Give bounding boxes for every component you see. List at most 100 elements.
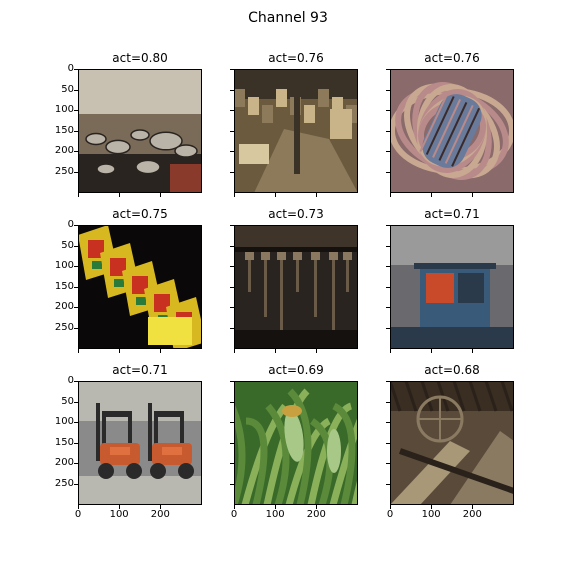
x-tick bbox=[316, 505, 318, 509]
y-tick bbox=[74, 483, 78, 485]
panel-title: act=0.80 bbox=[112, 51, 168, 65]
y-tick bbox=[74, 171, 78, 173]
panel-title: act=0.76 bbox=[424, 51, 480, 65]
x-tick-label: 100 bbox=[109, 509, 129, 520]
x-tick-label: 200 bbox=[462, 509, 482, 520]
y-tick bbox=[386, 381, 390, 382]
panel-image-graphic bbox=[78, 69, 202, 193]
y-tick bbox=[74, 266, 78, 268]
panel-image bbox=[390, 69, 514, 193]
activation-panel: act=0.71 bbox=[386, 207, 514, 353]
x-tick-label: 0 bbox=[386, 509, 394, 520]
x-tick-label: 200 bbox=[306, 509, 326, 520]
panel-image bbox=[390, 381, 514, 505]
panel-title: act=0.69 bbox=[268, 363, 324, 377]
panel-title: act=0.71 bbox=[112, 363, 168, 377]
y-tick bbox=[386, 307, 390, 309]
y-tick-label: 100 bbox=[54, 416, 74, 428]
x-tick-label: 0 bbox=[230, 509, 238, 520]
y-tick bbox=[74, 422, 78, 424]
y-tick-label: 200 bbox=[54, 145, 74, 157]
y-tick bbox=[230, 422, 234, 424]
panel-image-graphic bbox=[78, 381, 202, 505]
y-tick bbox=[386, 422, 390, 424]
panel-image-graphic bbox=[78, 225, 202, 349]
y-tick bbox=[230, 327, 234, 329]
y-tick bbox=[386, 286, 390, 288]
x-tick-label: 200 bbox=[150, 509, 170, 520]
x-tick bbox=[431, 193, 433, 197]
panel-image-graphic bbox=[390, 69, 514, 193]
x-tick bbox=[431, 505, 433, 509]
x-tick bbox=[275, 349, 277, 353]
y-tick bbox=[230, 401, 234, 403]
y-tick-label: 50 bbox=[61, 239, 74, 251]
y-tick-label: 150 bbox=[54, 280, 74, 292]
x-tick bbox=[431, 349, 433, 353]
y-tick bbox=[230, 266, 234, 268]
y-tick bbox=[74, 69, 78, 70]
y-tick-label: 150 bbox=[54, 436, 74, 448]
y-tick bbox=[230, 89, 234, 91]
y-tick bbox=[230, 463, 234, 465]
activation-panel: act=0.73 bbox=[230, 207, 358, 353]
y-tick-label: 50 bbox=[61, 83, 74, 95]
panel-image-graphic bbox=[234, 225, 358, 349]
y-tick-label: 200 bbox=[54, 301, 74, 313]
y-tick-label: 250 bbox=[54, 477, 74, 489]
y-tick-label: 100 bbox=[54, 104, 74, 116]
x-tick bbox=[472, 505, 474, 509]
x-tick bbox=[316, 193, 318, 197]
y-tick bbox=[74, 245, 78, 247]
x-tick bbox=[390, 349, 391, 353]
y-tick bbox=[386, 225, 390, 226]
panel-image bbox=[234, 225, 358, 349]
panel-image-graphic bbox=[390, 381, 514, 505]
x-tick bbox=[78, 505, 79, 509]
y-tick bbox=[386, 463, 390, 465]
panel-image bbox=[78, 225, 202, 349]
y-tick bbox=[74, 130, 78, 132]
panel-image bbox=[78, 381, 202, 505]
x-tick-label: 100 bbox=[421, 509, 441, 520]
y-tick-label: 50 bbox=[61, 395, 74, 407]
y-tick bbox=[74, 442, 78, 444]
x-tick bbox=[234, 193, 235, 197]
x-tick bbox=[390, 193, 391, 197]
y-tick bbox=[230, 225, 234, 226]
x-tick bbox=[472, 193, 474, 197]
panel-image bbox=[78, 69, 202, 193]
y-tick bbox=[230, 151, 234, 153]
y-tick bbox=[74, 286, 78, 288]
y-tick bbox=[230, 69, 234, 70]
y-tick bbox=[230, 130, 234, 132]
y-tick bbox=[230, 171, 234, 173]
y-tick bbox=[230, 442, 234, 444]
panel-title: act=0.76 bbox=[268, 51, 324, 65]
x-tick bbox=[119, 349, 121, 353]
y-tick bbox=[74, 307, 78, 309]
x-tick bbox=[119, 505, 121, 509]
y-tick bbox=[230, 245, 234, 247]
y-tick-label: 0 bbox=[67, 63, 74, 74]
y-tick bbox=[386, 130, 390, 132]
panel-title: act=0.68 bbox=[424, 363, 480, 377]
y-tick bbox=[74, 110, 78, 112]
y-tick-label: 100 bbox=[54, 260, 74, 272]
x-tick bbox=[316, 349, 318, 353]
x-tick bbox=[78, 193, 79, 197]
y-tick bbox=[230, 110, 234, 112]
panel-image-graphic bbox=[234, 69, 358, 193]
y-tick bbox=[386, 171, 390, 173]
y-tick bbox=[230, 307, 234, 309]
y-tick bbox=[74, 381, 78, 382]
y-tick bbox=[386, 442, 390, 444]
figure-title: Channel 93 bbox=[248, 10, 328, 26]
x-tick-label: 100 bbox=[265, 509, 285, 520]
y-tick bbox=[74, 327, 78, 329]
panel-image bbox=[234, 381, 358, 505]
y-tick bbox=[230, 483, 234, 485]
y-tick bbox=[386, 110, 390, 112]
y-tick bbox=[74, 401, 78, 403]
y-tick-label: 0 bbox=[67, 219, 74, 230]
